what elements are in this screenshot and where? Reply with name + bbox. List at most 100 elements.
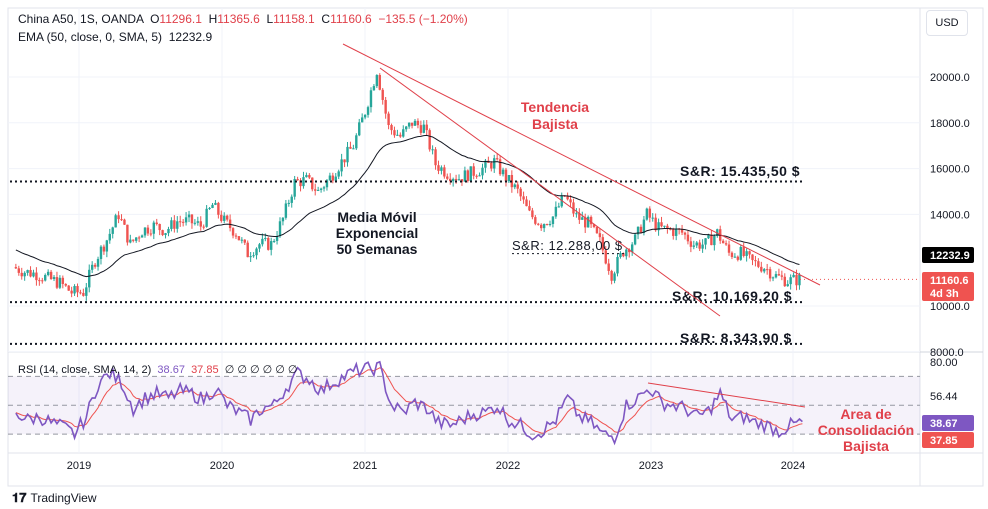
candle-body	[46, 271, 50, 276]
candle-body	[117, 215, 120, 220]
candle-body	[331, 175, 335, 181]
candle-body	[589, 216, 593, 225]
candle-body	[742, 247, 745, 256]
candle-body	[179, 221, 182, 223]
candle-body	[657, 222, 660, 231]
candle-body	[633, 234, 637, 245]
candle-body	[217, 202, 220, 215]
rsi-value: 38.67	[157, 364, 185, 376]
candle-body	[243, 239, 246, 243]
candle-body	[343, 159, 346, 163]
candle-body	[792, 274, 795, 278]
candle-body	[757, 261, 760, 267]
candle-body	[774, 274, 778, 278]
candle-body	[736, 256, 740, 260]
candle-body	[20, 272, 23, 277]
candle-body	[636, 226, 640, 235]
currency-button[interactable]: USD	[926, 10, 968, 36]
candle-body	[422, 124, 426, 133]
candle-body	[340, 159, 343, 172]
rsi-annotation: Bajista	[843, 438, 889, 454]
candle-body	[683, 232, 687, 235]
candle-body	[607, 263, 610, 271]
candle-body	[346, 146, 349, 163]
candle-body	[721, 240, 725, 244]
candle-body	[140, 235, 144, 238]
change-value: −135.5 (−1.20%)	[378, 12, 468, 26]
rsi-annotation: Area de	[840, 406, 892, 422]
time-tick: 2020	[210, 460, 234, 472]
low-value: 11158.1	[273, 12, 315, 26]
candle-body	[651, 217, 654, 219]
candle-body	[660, 222, 663, 227]
candle-body	[449, 178, 452, 182]
candle-body	[164, 233, 167, 236]
candle-body	[601, 237, 605, 251]
candle-body	[598, 233, 602, 238]
candle-body	[93, 264, 97, 267]
candle-body	[748, 251, 751, 255]
candle-body	[648, 208, 651, 218]
candle-body	[771, 277, 775, 279]
close-value: 11160.6	[330, 12, 372, 26]
candle-body	[669, 228, 672, 230]
candle-body	[246, 242, 249, 258]
candle-body	[334, 176, 337, 181]
candle-body	[689, 241, 693, 247]
price-legend: China A50, 1S, OANDA O11296.1 H11365.6 L…	[18, 12, 468, 26]
trendline	[342, 43, 821, 286]
candle-body	[730, 252, 734, 257]
candle-body	[358, 122, 361, 136]
candle-body	[52, 277, 56, 280]
candle-body	[90, 264, 94, 270]
candle-body	[402, 129, 405, 137]
candle-body	[120, 219, 123, 221]
candle-body	[252, 255, 255, 257]
candle-body	[337, 171, 340, 177]
candle-body	[322, 187, 326, 189]
candle-body	[187, 214, 191, 218]
ema-legend[interactable]: EMA (50, close, 0, SMA, 5) 12232.9	[18, 30, 212, 44]
sr-label: S&R: 10.169,20 $	[672, 288, 792, 304]
candle-body	[519, 188, 522, 197]
tradingview-logo[interactable]: 𝟏𝟕 TradingView	[12, 490, 97, 506]
candle-body	[545, 224, 549, 226]
candle-body	[537, 223, 540, 225]
candle-body	[193, 222, 197, 224]
candle-body	[557, 206, 561, 208]
candle-body	[733, 256, 737, 258]
candle-body	[231, 228, 235, 236]
ema-line	[15, 134, 800, 278]
candle-body	[534, 217, 537, 224]
candle-body	[595, 226, 599, 234]
candle-body	[528, 206, 531, 211]
rsi-trendline	[647, 382, 806, 408]
rsi-label: RSI (14, close, SMA, 14, 2)	[18, 364, 152, 376]
time-tick: 2019	[67, 460, 91, 472]
candle-body	[55, 277, 59, 288]
candle-body	[311, 177, 314, 190]
candle-body	[319, 188, 323, 190]
candle-body	[325, 180, 329, 188]
candle-body	[434, 149, 437, 166]
price-tick: 20000.0	[930, 72, 970, 84]
candle-body	[704, 238, 707, 245]
candle-body	[170, 220, 173, 229]
candle-body	[428, 130, 431, 150]
candle-body	[645, 208, 649, 220]
candle-body	[255, 248, 258, 256]
candle-body	[622, 253, 625, 257]
candle-body	[501, 169, 505, 175]
candle-body	[798, 274, 801, 286]
candle-body	[369, 90, 373, 108]
candle-body	[155, 222, 158, 225]
low-label: L	[266, 12, 274, 26]
rsi-legend[interactable]: RSI (14, close, SMA, 14, 2) 38.67 37.85 …	[18, 363, 298, 376]
candle-body	[777, 274, 781, 276]
candle-body	[795, 274, 798, 286]
candle-body	[475, 175, 478, 177]
rsi-tick: 80.00	[930, 357, 958, 369]
candle-body	[199, 221, 202, 227]
candle-body	[129, 239, 132, 243]
